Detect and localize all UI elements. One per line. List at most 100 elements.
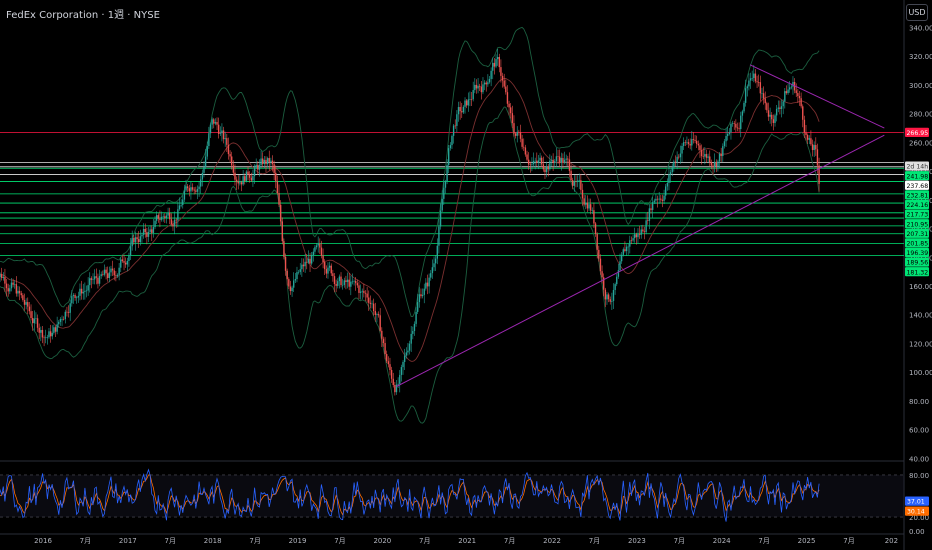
candle-body (417, 302, 419, 312)
candle-body (307, 258, 310, 263)
candle-body (545, 166, 548, 173)
time-axis[interactable]: 2016 7月 2017 7月 2018 7月 2019 7月 2020 7月 2021 7月 2022… (34, 537, 898, 545)
candle-body (368, 297, 370, 303)
candle-body (740, 115, 742, 130)
candle-body (234, 172, 236, 180)
candle-body (395, 384, 398, 393)
time-tick-label: 7月 (843, 537, 854, 545)
candle-body (705, 154, 708, 158)
level-price-tag-label: 210.95 (907, 221, 929, 228)
candle-body (632, 238, 634, 241)
candle-body (328, 265, 331, 268)
candle-body (749, 78, 752, 81)
level-price-tag-label: 237.68 (907, 183, 929, 190)
candle-body (247, 171, 249, 175)
candle-body (736, 127, 739, 129)
candle-body (131, 237, 133, 247)
candle-body (53, 327, 55, 333)
candle-body (113, 270, 115, 276)
candle-body (79, 288, 81, 296)
candle-body (216, 122, 218, 125)
candle-body (655, 198, 657, 201)
candle-body (134, 237, 137, 243)
candles[interactable] (0, 49, 820, 396)
candle-body (479, 85, 481, 87)
currency-button[interactable]: USD (906, 4, 928, 21)
candle-body (699, 145, 701, 151)
level-price-tag (905, 190, 929, 200)
candle-body (513, 123, 515, 134)
candle-body (281, 221, 283, 242)
candle-body (572, 180, 574, 186)
candle-body (186, 186, 189, 189)
candle-body (500, 67, 502, 76)
candle-body (715, 161, 717, 167)
candle-body (262, 158, 264, 164)
candle-body (720, 153, 722, 157)
candle-body (337, 281, 339, 286)
candle-body (464, 100, 466, 107)
candle-body (527, 159, 530, 165)
candle-body (550, 159, 553, 161)
candle-body (762, 93, 765, 99)
candle-body (691, 139, 693, 146)
candle-body (448, 148, 450, 166)
candle-body (428, 277, 430, 287)
candle-body (195, 190, 197, 192)
candle-body (451, 135, 453, 146)
time-tick-label: 2017 (119, 537, 137, 545)
candle-body (498, 57, 500, 68)
candle-body (255, 164, 257, 168)
candle-body (204, 156, 207, 167)
candle-body (700, 150, 703, 157)
candle-body (430, 273, 432, 278)
level-price-tag (905, 171, 929, 181)
bollinger-basis (0, 77, 820, 362)
candle-body (472, 90, 474, 100)
candle-body (607, 294, 610, 300)
candle-body (146, 232, 148, 237)
trendlines[interactable] (396, 64, 885, 387)
candle-body (182, 199, 184, 205)
candle-body (110, 268, 112, 273)
price-tick-label: 300.00 (909, 82, 932, 90)
candle-body (625, 246, 628, 252)
candle-body (397, 383, 399, 385)
candle-body (627, 246, 629, 248)
candle-body (741, 111, 744, 116)
candle-body (531, 164, 533, 165)
candle-body (474, 84, 476, 91)
candle-body (436, 245, 438, 259)
stochastic-pane[interactable]: 80.00 20.00 0.00 37.01 30.14 (0, 468, 929, 536)
candle-body (603, 277, 605, 290)
level-price-tag-label: 224.16 (907, 202, 929, 209)
candle-body (495, 59, 497, 67)
candle-body (36, 318, 39, 328)
candle-body (92, 279, 94, 280)
candle-body (475, 84, 478, 89)
candle-body (90, 278, 93, 280)
candle-body (651, 202, 654, 210)
candle-body (333, 276, 336, 285)
candle-body (18, 290, 21, 294)
candle-body (687, 142, 690, 145)
price-tick-label: 80.00 (909, 398, 929, 406)
price-tick-label: 120.00 (909, 340, 932, 348)
candle-body (315, 245, 318, 248)
candle-body (9, 288, 11, 292)
candle-body (173, 219, 176, 227)
candle-body (341, 284, 344, 286)
candle-body (598, 249, 600, 259)
level-price-tag-label: 181.32 (907, 269, 929, 276)
candle-body (798, 95, 801, 99)
candle-body (514, 133, 517, 136)
candle-body (704, 154, 706, 157)
candle-body (789, 87, 791, 90)
candle-body (297, 271, 300, 273)
candle-body (289, 286, 292, 292)
time-tick-label: 7月 (334, 537, 345, 545)
candle-body (85, 290, 88, 292)
candle-body (710, 162, 713, 166)
candle-body (124, 262, 127, 265)
